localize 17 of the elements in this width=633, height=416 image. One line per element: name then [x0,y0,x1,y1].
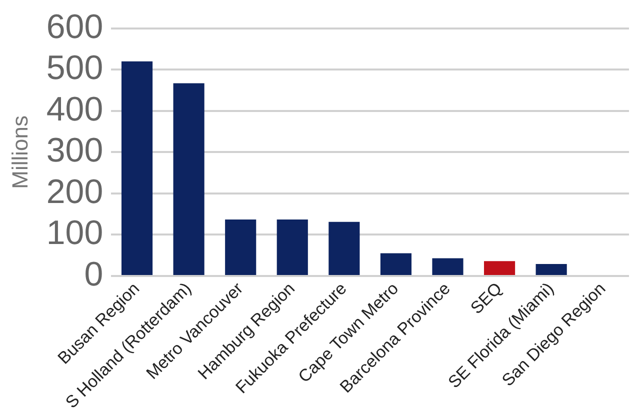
y-tick-label: 400 [46,90,104,128]
bar [225,219,256,275]
bar [328,222,360,275]
bar [536,264,567,275]
y-tick-label: 300 [46,132,104,170]
y-tick-label: 200 [46,172,104,211]
y-tick-label: 100 [46,214,104,252]
bar [121,61,153,275]
bar [276,219,308,275]
y-tick-label: 0 [84,255,104,294]
y-axis-title: Millions [7,116,32,189]
bar [380,253,412,275]
bar [173,83,204,275]
y-tick-label: 600 [46,8,104,46]
y-tick-label: 500 [46,49,104,88]
bar [432,258,464,275]
bar [484,261,516,275]
